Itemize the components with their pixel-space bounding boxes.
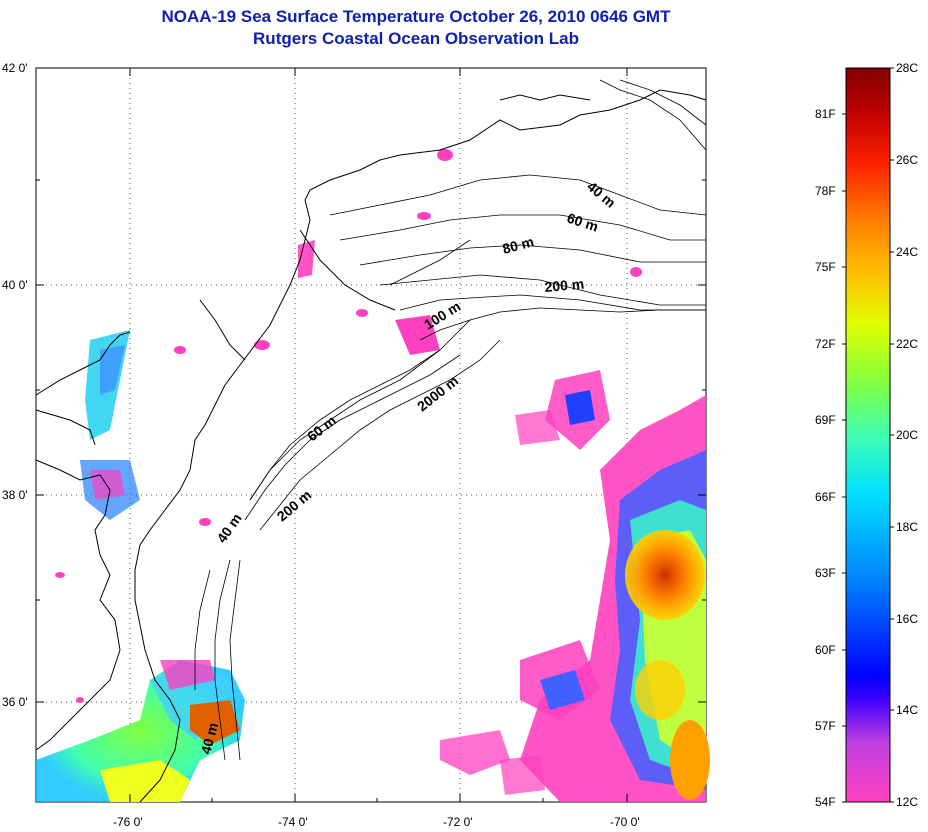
lon-label-74: -74 0' xyxy=(278,815,308,829)
coastline xyxy=(35,89,707,803)
figure-title: NOAA-19 Sea Surface Temperature October … xyxy=(0,6,832,50)
colorbar-c-16: 16C xyxy=(896,612,918,626)
sst-gulf-stream xyxy=(440,370,710,802)
contour-label-80m: 80 m xyxy=(501,233,536,257)
lat-label-42: 42 0' xyxy=(2,61,28,75)
lat-label-38: 38 0' xyxy=(2,488,28,502)
title-line-1: NOAA-19 Sea Surface Temperature October … xyxy=(161,7,671,26)
colorbar-f-66: 66F xyxy=(815,490,836,504)
colorbar-f-81: 81F xyxy=(815,107,836,121)
colorbar-c-28: 28C xyxy=(896,61,918,75)
axis-ticks xyxy=(36,68,706,802)
colorbar-f-72: 72F xyxy=(815,337,836,351)
colorbar-c-14: 14C xyxy=(896,703,918,717)
colorbar-f-78: 78F xyxy=(815,184,836,198)
colorbar-c-20: 20C xyxy=(896,428,918,442)
colorbar-f-63: 63F xyxy=(815,566,836,580)
lat-label-36: 36 0' xyxy=(2,695,28,709)
colorbar: 81F 78F 75F 72F 69F 66F 63F 60F 57F 54F … xyxy=(815,61,918,809)
colorbar-c-22: 22C xyxy=(896,337,918,351)
colorbar-c-26: 26C xyxy=(896,153,918,167)
colorbar-f-60: 60F xyxy=(815,643,836,657)
colorbar-c-18: 18C xyxy=(896,520,918,534)
colorbar-f-75: 75F xyxy=(815,260,836,274)
colorbar-c-12: 12C xyxy=(896,795,918,809)
colorbar-f-54: 54F xyxy=(815,795,836,809)
lon-label-72: -72 0' xyxy=(443,815,473,829)
lat-label-40: 40 0' xyxy=(2,278,28,292)
colorbar-ticks xyxy=(842,67,894,803)
map-panel: 40 m 60 m 80 m 200 m 100 m 2000 m 60 m 2… xyxy=(2,61,710,829)
colorbar-c-24: 24C xyxy=(896,245,918,259)
colorbar-gradient xyxy=(845,67,891,803)
contour-label-200m-north: 200 m xyxy=(544,276,585,295)
lon-label-70: -70 0' xyxy=(610,815,640,829)
colorbar-f-69: 69F xyxy=(815,413,836,427)
bathymetry-contours xyxy=(194,79,707,761)
title-line-2: Rutgers Coastal Ocean Observation Lab xyxy=(253,29,579,48)
colorbar-f-57: 57F xyxy=(815,719,836,733)
contour-label-40m-south: 40 m xyxy=(197,721,221,756)
lon-label-76: -76 0' xyxy=(113,815,143,829)
graticule xyxy=(36,68,706,802)
